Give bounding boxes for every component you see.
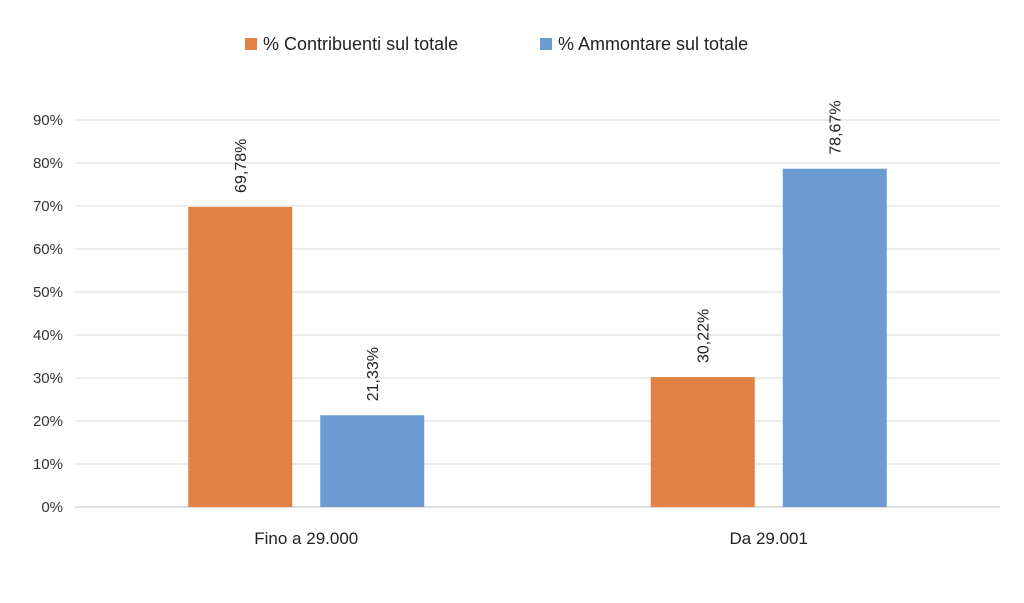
legend-label: % Ammontare sul totale xyxy=(558,34,748,54)
data-labels: 69,78% 21,33% 30,22% 78,67% xyxy=(233,100,845,401)
legend-swatch xyxy=(540,38,552,50)
y-tick-label: 0% xyxy=(41,499,63,516)
bar xyxy=(188,206,293,508)
y-tick-label: 40% xyxy=(33,327,63,344)
bar xyxy=(782,168,887,507)
y-tick-label: 50% xyxy=(33,284,63,301)
y-tick-label: 60% xyxy=(33,241,63,258)
legend: % Contribuenti sul totale % Ammontare sul… xyxy=(245,34,748,54)
data-label: 69,78% xyxy=(233,139,250,193)
bars xyxy=(188,168,887,508)
y-tick-label: 10% xyxy=(33,456,63,473)
data-label: 21,33% xyxy=(365,347,382,401)
legend-swatch xyxy=(245,38,257,50)
x-category-label: Da 29.001 xyxy=(730,529,808,548)
y-tick-label: 20% xyxy=(33,413,63,430)
y-tick-label: 30% xyxy=(33,370,63,387)
x-axis-labels: Fino a 29.000 Da 29.001 xyxy=(254,529,808,548)
y-tick-label: 80% xyxy=(33,155,63,172)
data-label: 78,67% xyxy=(828,100,845,154)
x-category-label: Fino a 29.000 xyxy=(254,529,358,548)
bar xyxy=(320,415,425,507)
legend-label: % Contribuenti sul totale xyxy=(263,34,458,54)
data-label: 30,22% xyxy=(696,309,713,363)
y-tick-label: 70% xyxy=(33,198,63,215)
bar xyxy=(650,377,755,507)
y-axis-ticks: 0% 10% 20% 30% 40% 50% 60% 70% 80% 90% xyxy=(33,112,63,516)
y-tick-label: 90% xyxy=(33,112,63,129)
